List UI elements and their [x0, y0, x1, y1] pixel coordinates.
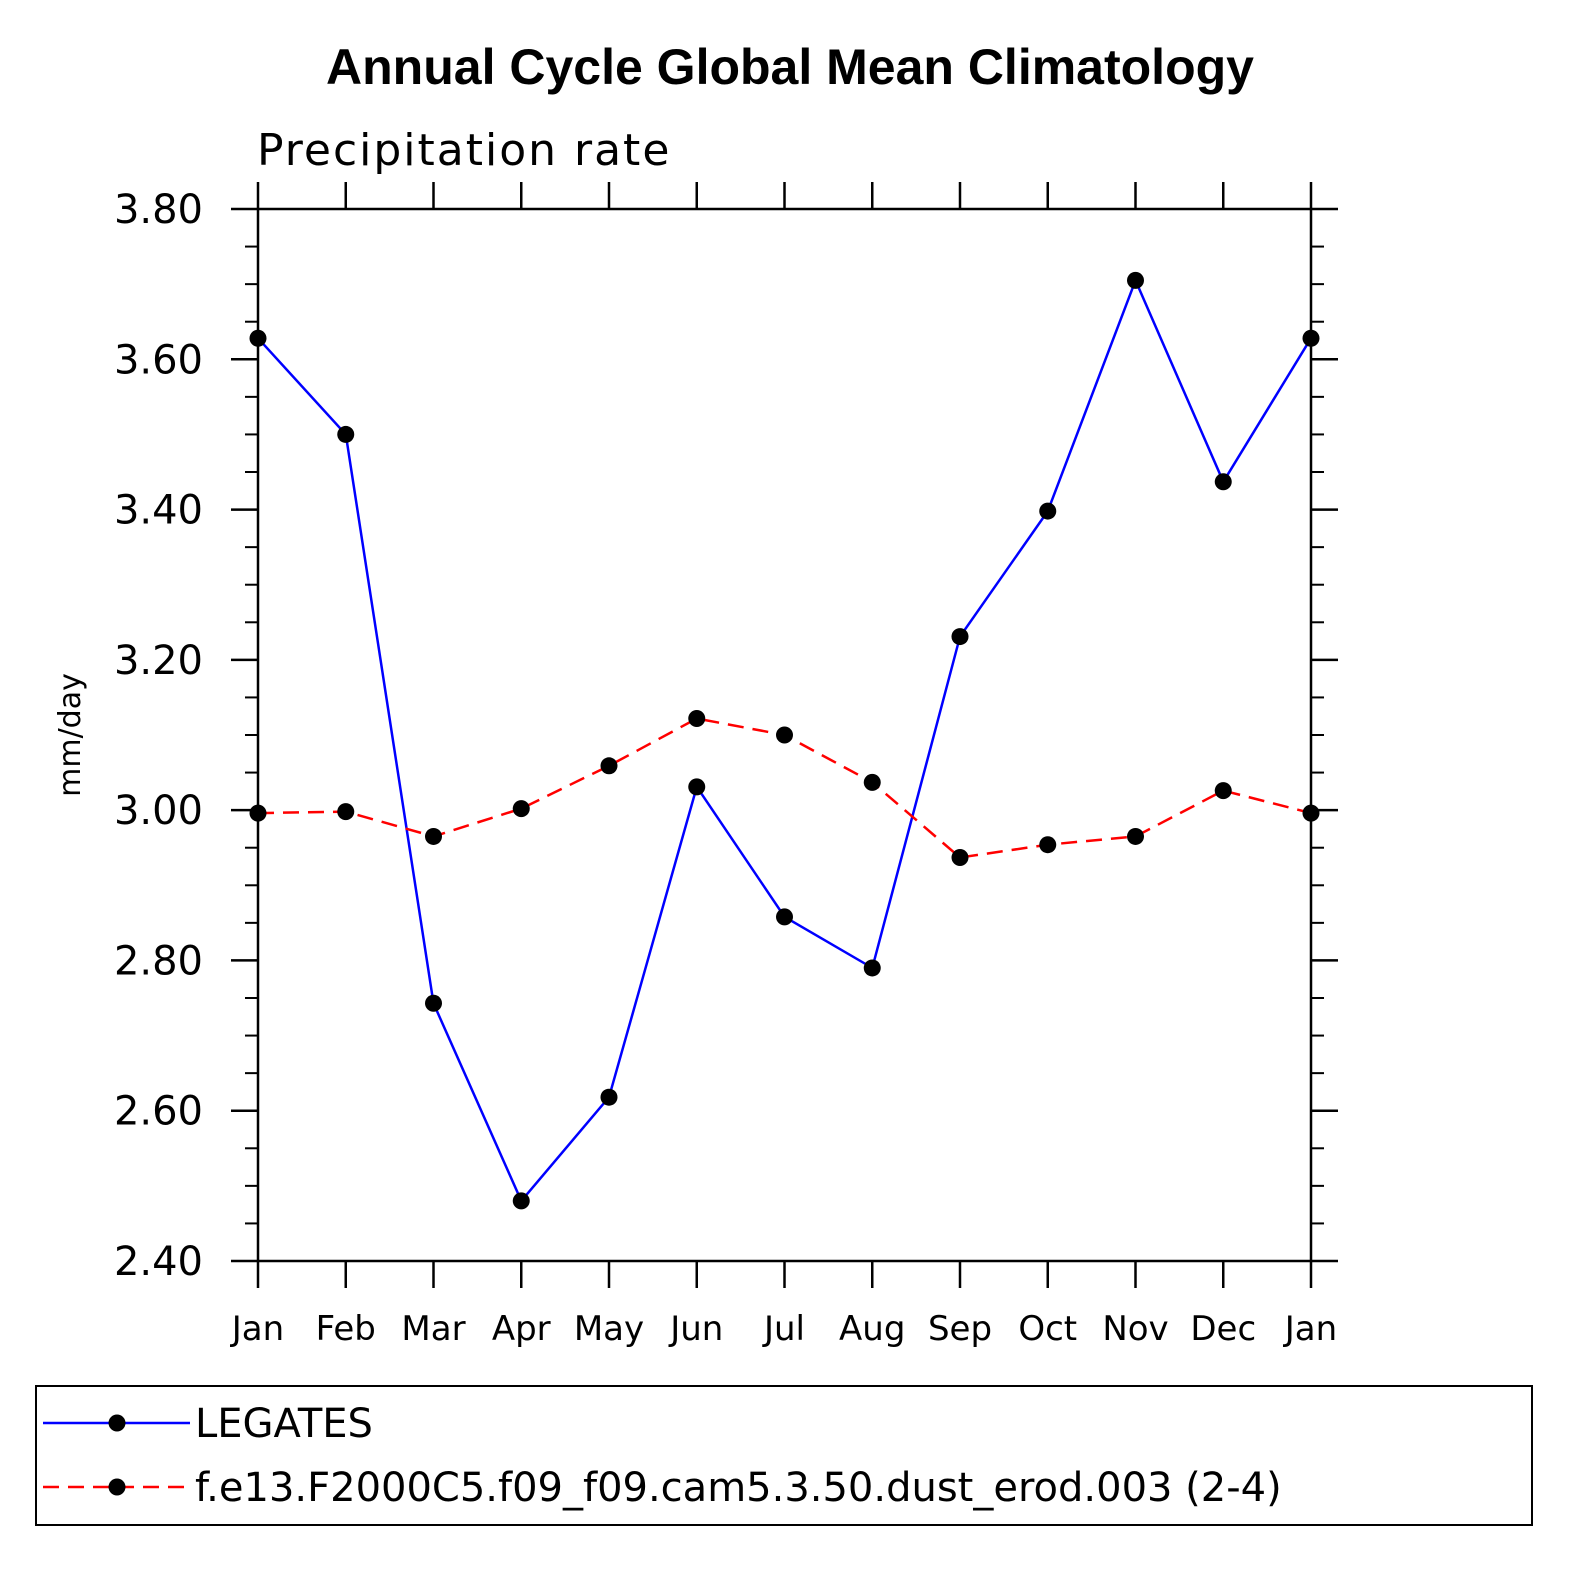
x-tick-label: Nov: [1102, 1309, 1168, 1349]
y-tick-label: 2.60: [114, 1089, 203, 1135]
x-tick-label: Jan: [230, 1309, 284, 1349]
data-point: [1127, 271, 1144, 289]
chart-title: Annual Cycle Global Mean Climatology: [326, 39, 1254, 95]
x-tick-label: Jun: [668, 1309, 723, 1349]
data-point: [1039, 502, 1057, 520]
legend-label-1: f.e13.F2000C5.f09_f09.cam5.3.50.dust_ero…: [195, 1465, 1282, 1511]
data-point: [512, 800, 530, 818]
x-tick-label: Oct: [1018, 1309, 1077, 1349]
data-point: [776, 908, 793, 926]
data-point: [951, 628, 969, 646]
x-tick-label: Feb: [316, 1309, 376, 1349]
y-axis-label: mm/day: [53, 673, 88, 797]
x-tick-label: Aug: [839, 1309, 905, 1349]
data-point: [863, 959, 881, 977]
x-tick-label: Mar: [401, 1309, 465, 1349]
data-point: [1214, 782, 1232, 800]
data-point: [688, 709, 706, 727]
y-tick-label: 2.80: [114, 938, 203, 984]
legend-marker: [108, 1414, 126, 1432]
data-point: [1039, 836, 1057, 854]
x-tick-label: Apr: [492, 1309, 551, 1349]
y-tick-label: 2.40: [114, 1239, 203, 1285]
legend-marker: [108, 1478, 126, 1496]
data-point: [1214, 473, 1232, 491]
data-point: [425, 994, 442, 1012]
y-tick-label: 3.60: [114, 337, 203, 383]
data-point: [1127, 827, 1144, 845]
x-tick-label: Sep: [928, 1309, 992, 1349]
x-tick-label: Jul: [762, 1309, 805, 1349]
x-tick-label: Dec: [1190, 1309, 1256, 1349]
y-tick-label: 3.40: [114, 488, 203, 534]
chart-subtitle: Precipitation rate: [257, 125, 671, 176]
legend-label-0: LEGATES: [195, 1401, 373, 1447]
data-point: [337, 425, 355, 443]
y-tick-label: 3.00: [114, 788, 203, 834]
data-point: [425, 827, 442, 845]
data-point: [600, 757, 618, 775]
data-point: [776, 726, 793, 744]
data-point: [512, 1192, 530, 1210]
data-point: [600, 1088, 618, 1106]
data-point: [951, 848, 969, 866]
y-tick-label: 3.20: [114, 638, 203, 684]
x-tick-label: Jan: [1283, 1309, 1337, 1349]
data-point: [337, 803, 355, 821]
data-point: [688, 778, 706, 796]
x-tick-label: May: [574, 1309, 644, 1349]
legend-box: [35, 1385, 1533, 1526]
plot-frame: [256, 207, 1313, 1263]
y-tick-label: 3.80: [114, 187, 203, 233]
data-point: [863, 773, 881, 791]
